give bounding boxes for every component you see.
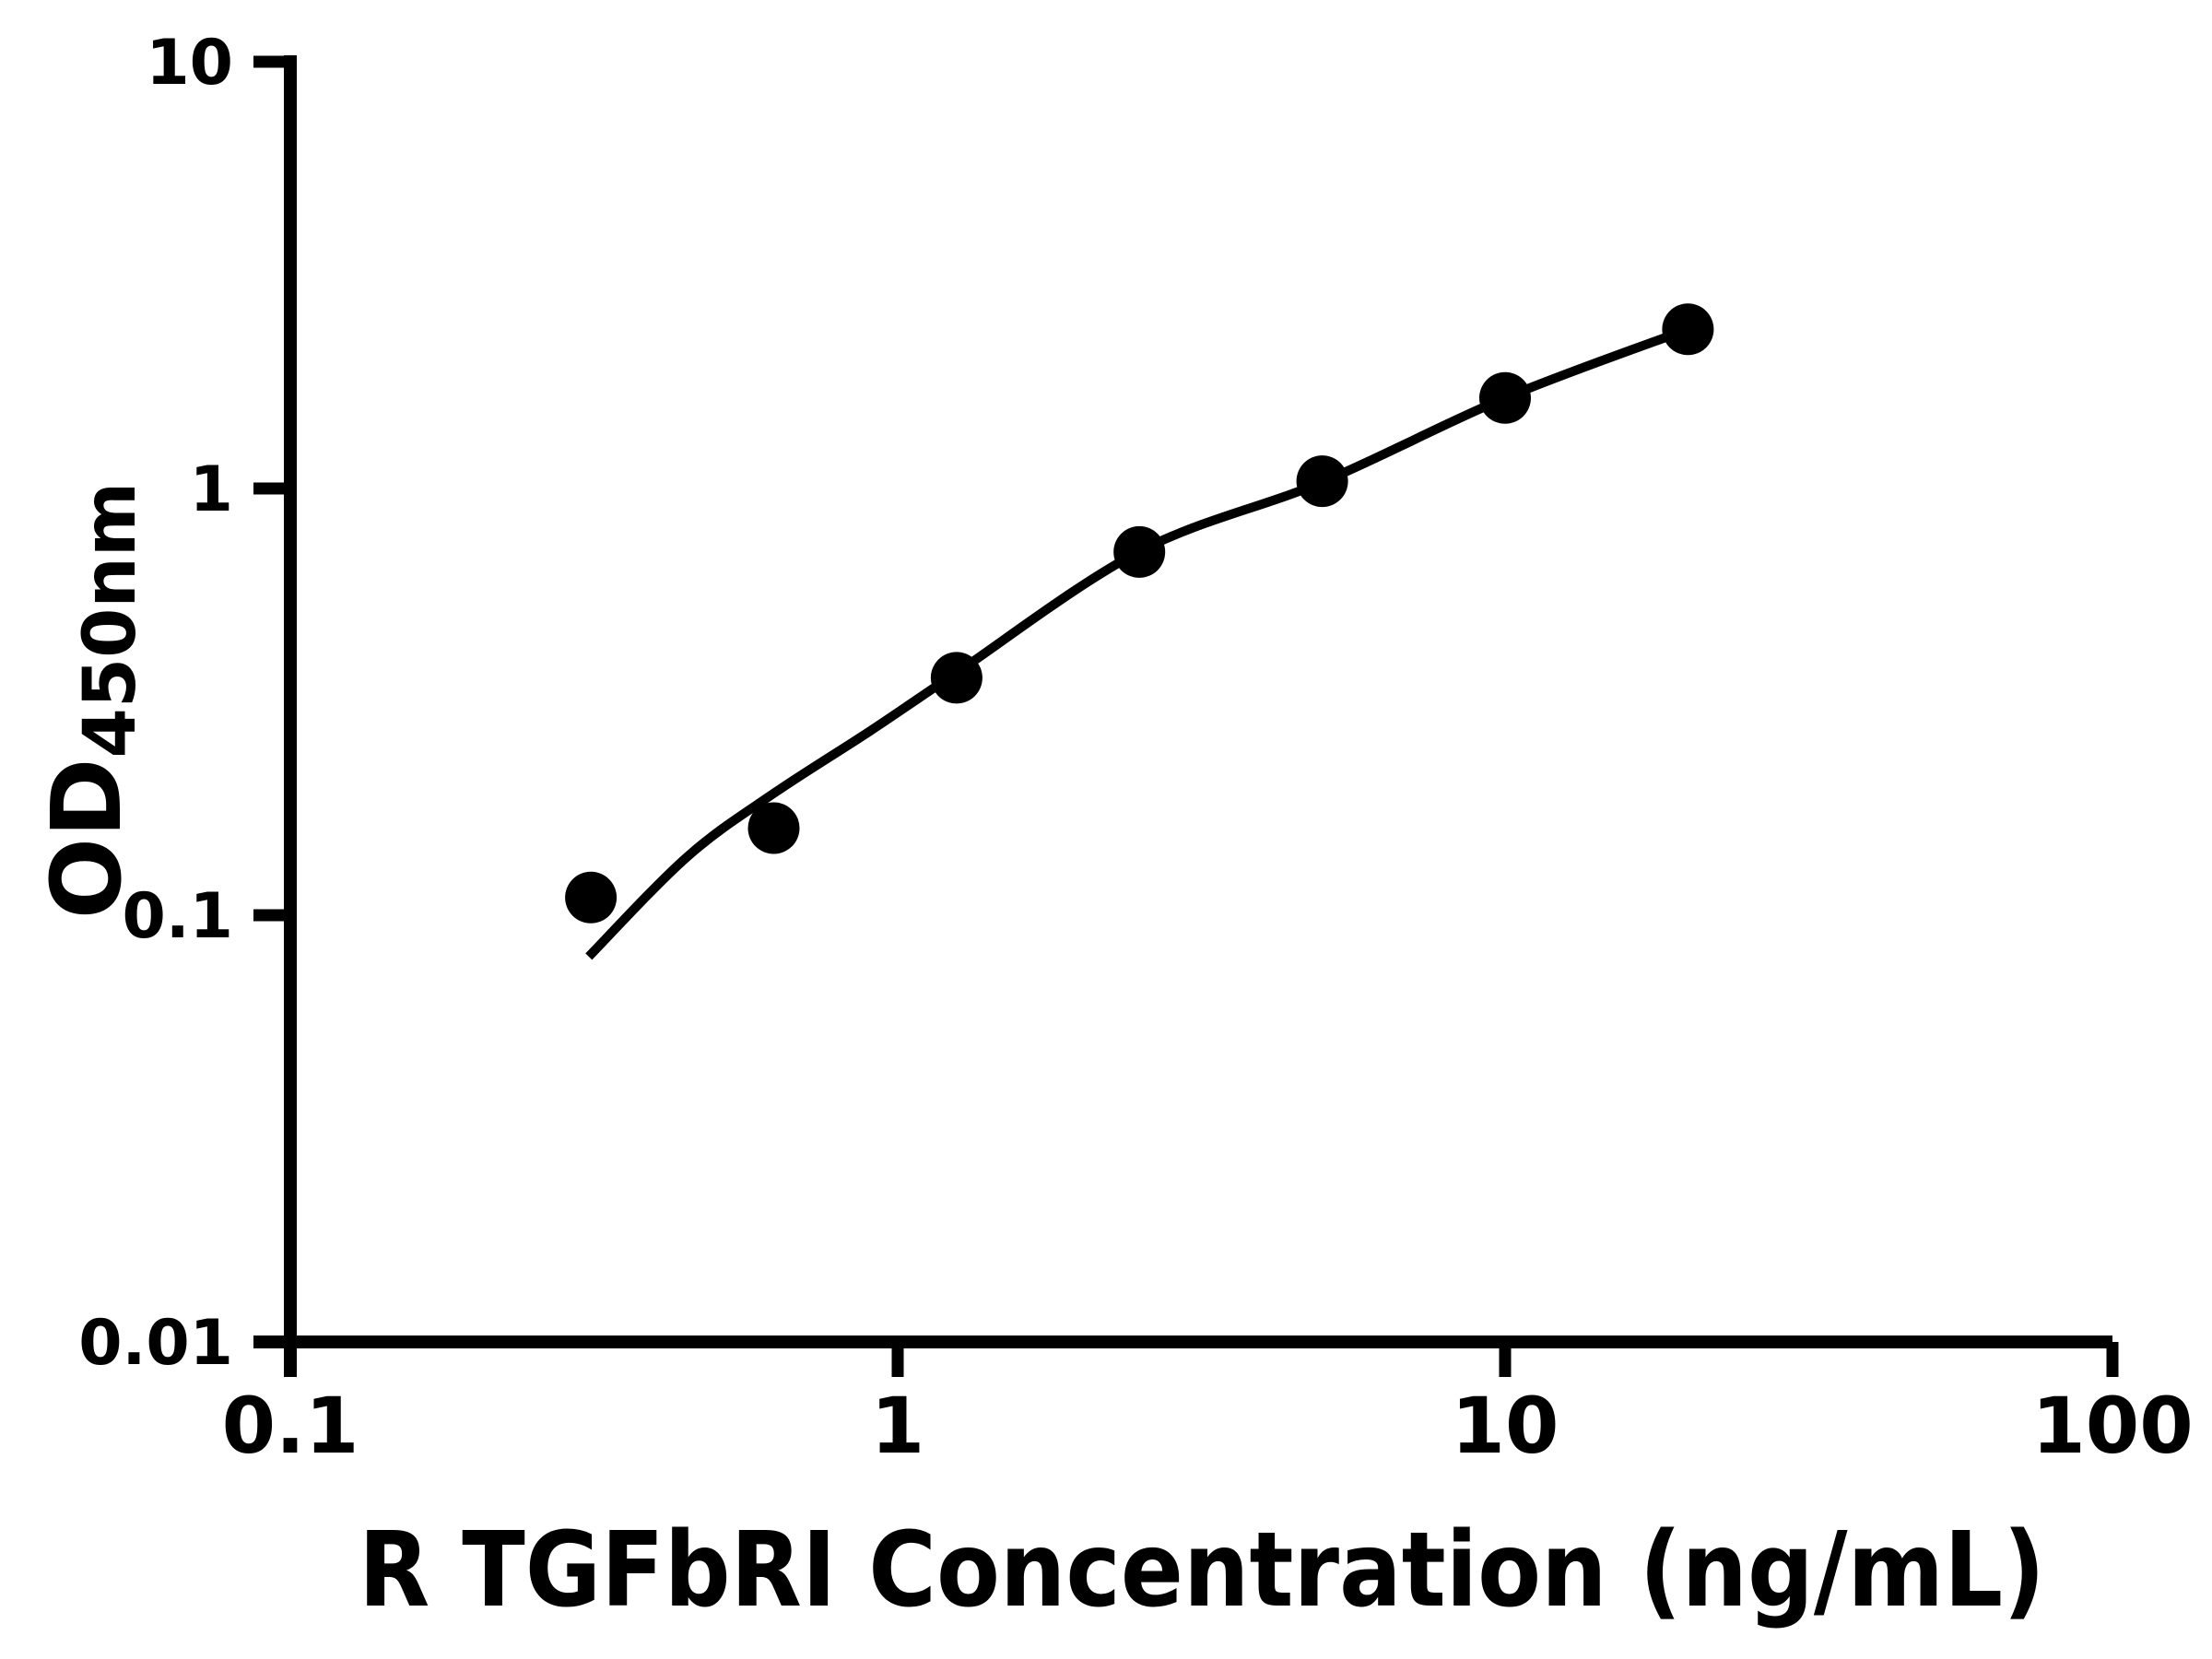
y-tick-label: 0.1 bbox=[123, 880, 233, 953]
y-axis-title-subscript: 450nm bbox=[69, 482, 152, 759]
data-point bbox=[1662, 303, 1714, 356]
y-tick-labels: 10 1 0.1 0.01 bbox=[78, 27, 233, 1380]
y-tick-label: 10 bbox=[146, 27, 233, 100]
x-tick-label: 1 bbox=[871, 1381, 924, 1471]
axes bbox=[253, 55, 2119, 1377]
data-point bbox=[1113, 525, 1166, 578]
data-points bbox=[565, 303, 1714, 924]
x-tick-label: 100 bbox=[2031, 1381, 2193, 1471]
y-axis-title-main: OD bbox=[30, 758, 143, 919]
data-point bbox=[930, 652, 982, 704]
data-point bbox=[747, 802, 800, 854]
y-axis-title: OD450nm bbox=[30, 482, 152, 919]
data-point bbox=[1296, 455, 1348, 508]
fit-curve-line bbox=[585, 324, 1690, 960]
y-tick-marks bbox=[253, 55, 290, 1348]
data-point bbox=[565, 871, 618, 924]
y-tick-label: 1 bbox=[190, 453, 233, 526]
x-tick-labels: 0.1 1 10 100 bbox=[222, 1381, 2194, 1471]
y-tick-label: 0.01 bbox=[78, 1307, 233, 1380]
x-tick-label: 0.1 bbox=[222, 1381, 359, 1471]
x-axis-title: R TGFbRI Concentration (ng/mL) bbox=[359, 1511, 2045, 1630]
data-point bbox=[1479, 371, 1531, 424]
x-tick-label: 10 bbox=[1452, 1381, 1559, 1471]
